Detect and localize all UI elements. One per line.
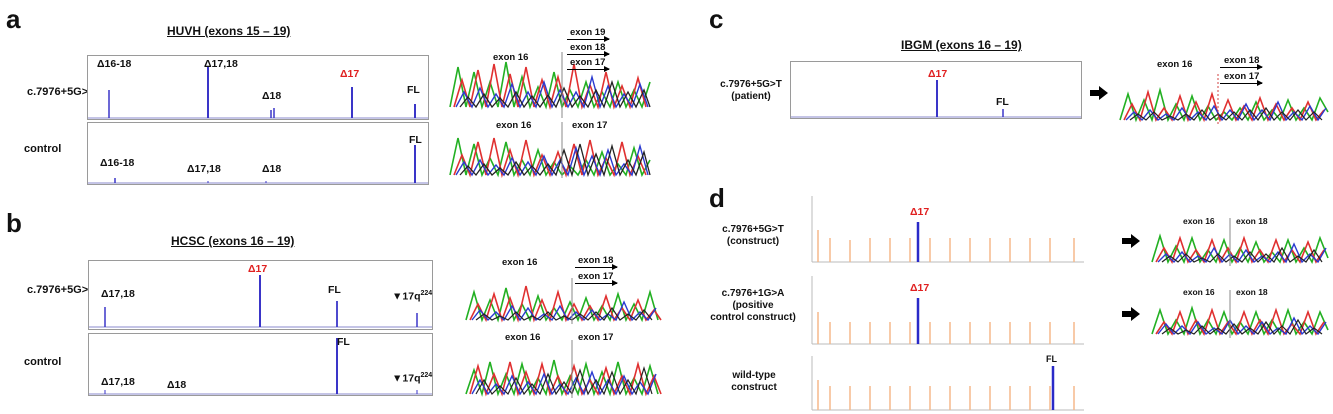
panel-d-row2-peak-d17: Δ17	[910, 282, 930, 294]
panel-d-row2-label-line1: c.7976+1G>A	[721, 288, 785, 299]
panel-a-row1-peak-d17-18: Δ17,18	[204, 58, 238, 70]
panel-b-row2-label: control	[24, 356, 62, 368]
panel-d-sequence-2	[1151, 290, 1329, 338]
panel-d-row3-label-line1: wild-type	[732, 370, 776, 381]
panel-d-row1-label-line1: c.7976+5G>T	[722, 224, 784, 235]
panel-b-seq1-arrow-17	[575, 280, 618, 286]
panel-a-row2-peak-d17-18: Δ17,18	[187, 163, 221, 175]
panel-b-row2-peak-17q: ▼17q224	[392, 372, 432, 385]
panel-c-row1-label-line1: c.7976+5G>T	[720, 79, 782, 90]
panel-c-seq-exon17: exon 17	[1224, 71, 1260, 82]
panel-d-row2-label-line3: control construct)	[710, 312, 796, 323]
panel-a-peaks-1	[88, 66, 428, 119]
panel-b-row2-peak-d18: Δ18	[167, 379, 187, 391]
panel-d-letter: d	[709, 183, 725, 213]
panel-c-seq-exon16: exon 16	[1157, 59, 1193, 70]
panel-a-row2-label: control	[24, 143, 62, 155]
panel-b-row2-17q-sup: 224	[420, 372, 433, 379]
panel-b-seq1-exon18: exon 18	[578, 255, 614, 266]
panel-b-letter: b	[6, 208, 22, 238]
panel-b-row1-peak-17q: ▼17q224	[392, 290, 432, 303]
panel-a-sequence-2	[449, 122, 651, 179]
panel-b-row2-peak-fl: FL	[337, 336, 350, 348]
panel-b-electropherogram-2	[88, 333, 433, 396]
panel-d-row1-peak-d17: Δ17	[910, 206, 930, 218]
panel-b-sequence-1	[465, 278, 662, 324]
panel-b-row1-peak-d17: Δ17	[248, 263, 268, 275]
panel-a-row1-label: c.7976+5G>T	[27, 86, 95, 98]
panel-a-row1-peak-fl: FL	[407, 84, 420, 96]
panel-c-peak-fl: FL	[996, 96, 1009, 108]
panel-d-sequence-1	[1151, 218, 1329, 266]
panel-d-row2-label-line2: (positive	[732, 300, 774, 311]
panel-d-row2-label: c.7976+1G>A (positive control construct)	[700, 288, 806, 324]
panel-d-row3-peak-fl: FL	[1046, 354, 1057, 364]
panel-c-peaks	[791, 80, 1081, 118]
panel-c-row1-label: c.7976+5G>T (patient)	[716, 79, 786, 103]
panel-b-peaks-1	[89, 275, 432, 328]
panel-a-seq2-exon16: exon 16	[496, 120, 532, 131]
panel-a-seq1-exon18: exon 18	[570, 42, 606, 53]
panel-a-title: HUVH (exons 15 – 19)	[167, 24, 291, 38]
panel-a-seq1-exon19: exon 19	[570, 27, 606, 38]
panel-a-seq1-arrow-18	[567, 51, 610, 57]
panel-d-arrow-1	[1122, 234, 1140, 248]
panel-c-title: IBGM (exons 16 – 19)	[901, 38, 1022, 52]
panel-c-seq-exon18: exon 18	[1224, 55, 1260, 66]
panel-a-seq1-exon16: exon 16	[493, 52, 529, 63]
panel-a-letter: a	[6, 4, 21, 34]
panel-a-row1-peak-d17: Δ17	[340, 68, 360, 80]
panel-b-seq1-exon17: exon 17	[578, 271, 614, 282]
panel-b-seq1-exon16: exon 16	[502, 257, 538, 268]
panel-c-seq-arrow-18	[1220, 64, 1263, 70]
panel-a-electropherogram-2	[87, 122, 429, 185]
panel-a-electropherogram-1	[87, 55, 429, 120]
panel-b-seq1-arrow-18	[575, 264, 618, 270]
panel-a-row2-peak-fl: FL	[409, 134, 422, 146]
panel-b-row2-peak-d17-18: Δ17,18	[101, 376, 135, 388]
panel-a-row1-peak-d16-18: Δ16-18	[97, 58, 132, 70]
panel-b-row1-label: c.7976+5G>T	[27, 284, 95, 296]
panel-d-arrow-2	[1122, 307, 1140, 321]
panel-b-peaks-2	[89, 338, 432, 395]
panel-b-row1-peak-d17-18: Δ17,18	[101, 288, 135, 300]
panel-b-sequence-2	[465, 340, 662, 398]
panel-d-row3-label-line2: construct	[731, 382, 777, 393]
panel-c-electropherogram	[790, 61, 1082, 119]
panel-b-electropherogram-1	[88, 260, 433, 330]
panel-a-seq1-exon17: exon 17	[570, 57, 606, 68]
panel-a-row2-peak-d16-18: Δ16-18	[100, 157, 135, 169]
panel-b-title: HCSC (exons 16 – 19)	[171, 234, 295, 248]
panel-a-row1-peak-d18: Δ18	[262, 90, 282, 102]
panel-a-seq1-arrow-19	[567, 36, 610, 42]
panel-c-peak-d17: Δ17	[928, 68, 948, 80]
panel-d-seq1-exon16: exon 16	[1183, 216, 1215, 226]
panel-a-peaks-2	[88, 145, 428, 184]
panel-b-row1-17q-label: ▼17q	[392, 290, 421, 303]
panel-b-seq2-exon16: exon 16	[505, 332, 541, 343]
panel-d-seq1-exon18: exon 18	[1236, 216, 1268, 226]
panel-b-row1-peak-fl: FL	[328, 284, 341, 296]
panel-a-sequence-1	[449, 52, 651, 118]
panel-c-arrow	[1090, 86, 1108, 100]
panel-d-electropherogram-1	[811, 196, 1084, 263]
panel-a-seq1-arrow-17	[567, 66, 610, 72]
panel-c-seq-arrow-17	[1220, 80, 1263, 86]
panel-d-row1-label: c.7976+5G>T (construct)	[708, 224, 798, 248]
panel-a-seq2-exon17: exon 17	[572, 120, 608, 131]
panel-d-seq2-exon18: exon 18	[1236, 287, 1268, 297]
panel-d-row1-label-line2: (construct)	[726, 236, 780, 247]
panel-d-electropherogram-3	[811, 356, 1084, 411]
panel-c-row1-label-line2: (patient)	[731, 91, 771, 102]
panel-d-electropherogram-2	[811, 276, 1084, 345]
panel-c-sequence	[1119, 74, 1329, 124]
panel-a-row2-peak-d18: Δ18	[262, 163, 282, 175]
panel-d-seq2-exon16: exon 16	[1183, 287, 1215, 297]
panel-b-row1-17q-sup: 224	[420, 290, 433, 297]
panel-d-row3-label: wild-type construct	[714, 370, 794, 394]
panel-c-letter: c	[709, 4, 724, 34]
panel-b-seq2-exon17: exon 17	[578, 332, 614, 343]
panel-b-row2-17q-label: ▼17q	[392, 372, 421, 385]
